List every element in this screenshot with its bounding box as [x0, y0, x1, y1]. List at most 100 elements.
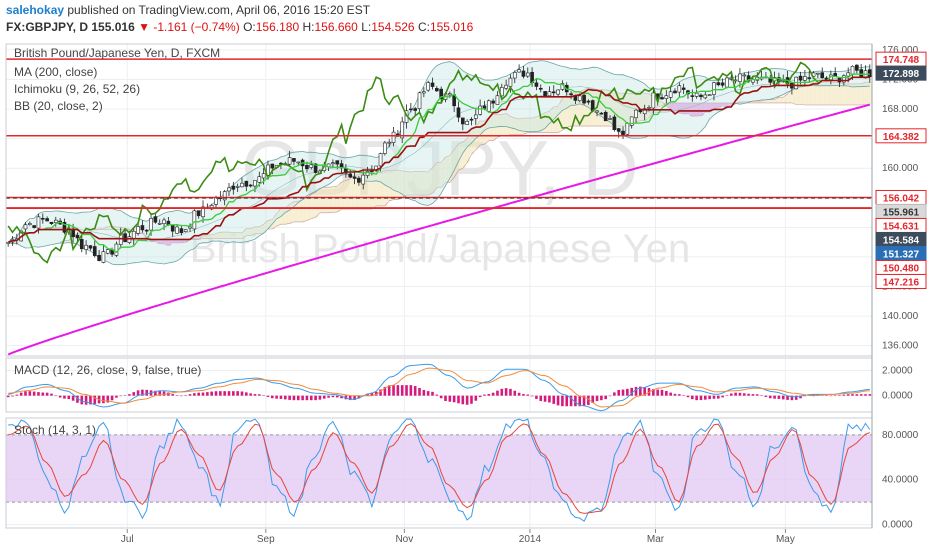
macd-histogram-bar: [517, 392, 521, 396]
candle-body: [551, 91, 556, 94]
close-value: 155.016: [429, 20, 474, 34]
macd-histogram-bar: [474, 395, 478, 401]
cloud-segment: [300, 199, 306, 222]
candle-body: [842, 75, 846, 83]
cloud-segment: [581, 89, 587, 127]
candle-body: [79, 239, 84, 250]
candle-body: [140, 225, 145, 231]
candle-body: [634, 109, 638, 119]
macd-histogram-bar: [781, 395, 785, 400]
price-tag-label: 156.042: [883, 193, 920, 204]
cloud-segment: [811, 81, 817, 106]
time-tick-label: 2014: [519, 534, 542, 545]
macd-histogram-bar: [188, 394, 192, 396]
time-tick-label: Nov: [395, 534, 413, 545]
cloud-segment: [322, 187, 327, 213]
cloud-segment: [378, 172, 384, 206]
close-label: C:: [417, 20, 430, 34]
legend-macd[interactable]: MACD (12, 26, close, 9, false, true): [14, 363, 201, 377]
candle-body: [803, 76, 807, 81]
cloud-segment: [209, 234, 215, 239]
macd-histogram-bar: [370, 392, 374, 396]
macd-tick-label: 0.0000: [882, 391, 913, 402]
macd-histogram-bar: [773, 395, 776, 399]
candle-body: [36, 216, 41, 229]
candle-body: [257, 176, 262, 183]
cloud-segment: [213, 233, 219, 239]
cloud-segment: [612, 90, 617, 127]
publish-line: salehokay published on TradingView.com, …: [6, 3, 370, 17]
legend-stoch[interactable]: Stoch (14, 3, 1): [14, 423, 96, 437]
macd-histogram-bar: [643, 387, 646, 396]
cloud-segment: [560, 98, 565, 131]
legend-title[interactable]: British Pound/Japanese Yen, D, FXCM: [14, 46, 220, 60]
macd-histogram-bar: [106, 395, 110, 403]
cloud-segment: [703, 102, 708, 113]
cloud-segment: [486, 117, 492, 141]
macd-histogram-bar: [93, 395, 97, 404]
macd-histogram-bar: [721, 395, 724, 398]
candle-body: [495, 95, 500, 105]
macd-histogram-bar: [102, 395, 105, 404]
horizontal-levels[interactable]: [6, 58, 872, 210]
macd-histogram-bar: [665, 391, 668, 396]
price-tick-label: 176.000: [882, 45, 919, 56]
macd-histogram-bar: [24, 391, 27, 396]
bb-fill: [8, 60, 870, 265]
cloud-segment: [859, 83, 864, 106]
candle-body: [629, 116, 634, 126]
macd-histogram-bar: [322, 395, 326, 399]
macd-histogram-bar: [613, 392, 616, 396]
macd-histogram-bar: [444, 395, 447, 402]
cloud-segment: [343, 180, 349, 210]
legend-ma[interactable]: MA (200, close): [14, 65, 97, 79]
macd-histogram-bar: [305, 395, 309, 401]
macd-histogram-bar: [565, 395, 569, 407]
macd-histogram-bar: [513, 390, 517, 396]
macd-histogram-bar: [223, 391, 226, 396]
cloud-segment: [464, 138, 470, 163]
cloud-segment: [815, 81, 821, 106]
cloud-segment: [313, 192, 319, 218]
cloud-segment: [720, 102, 726, 106]
cloud-segment: [218, 232, 223, 239]
candle-body: [673, 90, 677, 94]
macd-histogram-bar: [803, 395, 807, 397]
cloud-segment: [690, 102, 695, 117]
macd-histogram-bar: [522, 394, 525, 396]
macd-histogram-bar: [232, 391, 235, 396]
candle-body: [153, 216, 158, 223]
cloud-segment: [166, 238, 171, 246]
macd-histogram-bar: [387, 385, 391, 396]
pane-frames: [5, 43, 873, 529]
macd-histogram-bar: [487, 394, 491, 396]
open-value: 156.180: [255, 20, 300, 34]
legend-bb[interactable]: BB (20, close, 2): [14, 99, 103, 113]
candle-body: [569, 93, 573, 96]
time-tick-label: Jul: [121, 534, 134, 545]
candle-body: [105, 249, 110, 254]
cloud-segment: [335, 186, 340, 213]
candle-body: [512, 72, 517, 79]
cloud-segment: [625, 93, 630, 127]
candle-body: [400, 121, 405, 139]
cloud-segment: [430, 168, 435, 194]
macd-histogram-bar: [296, 395, 300, 401]
candle-body: [49, 221, 54, 224]
macd-histogram-bar: [201, 392, 205, 396]
legend-ichimoku[interactable]: Ichimoku (9, 26, 52, 26): [14, 82, 140, 96]
author-link[interactable]: salehokay: [6, 3, 65, 17]
cloud-segment: [92, 229, 98, 231]
cloud-segment: [291, 201, 297, 222]
candle-body: [694, 92, 699, 97]
macd-histogram-bar: [236, 391, 239, 396]
cloud-segment: [807, 85, 812, 106]
cloud-segment: [781, 97, 786, 103]
candle-body: [231, 185, 236, 190]
macd-histogram-bar: [141, 389, 144, 396]
cloud-segment: [179, 238, 184, 243]
candle-body: [595, 110, 599, 113]
cloud-segment: [516, 118, 522, 135]
macd-histogram-bar: [846, 394, 850, 396]
